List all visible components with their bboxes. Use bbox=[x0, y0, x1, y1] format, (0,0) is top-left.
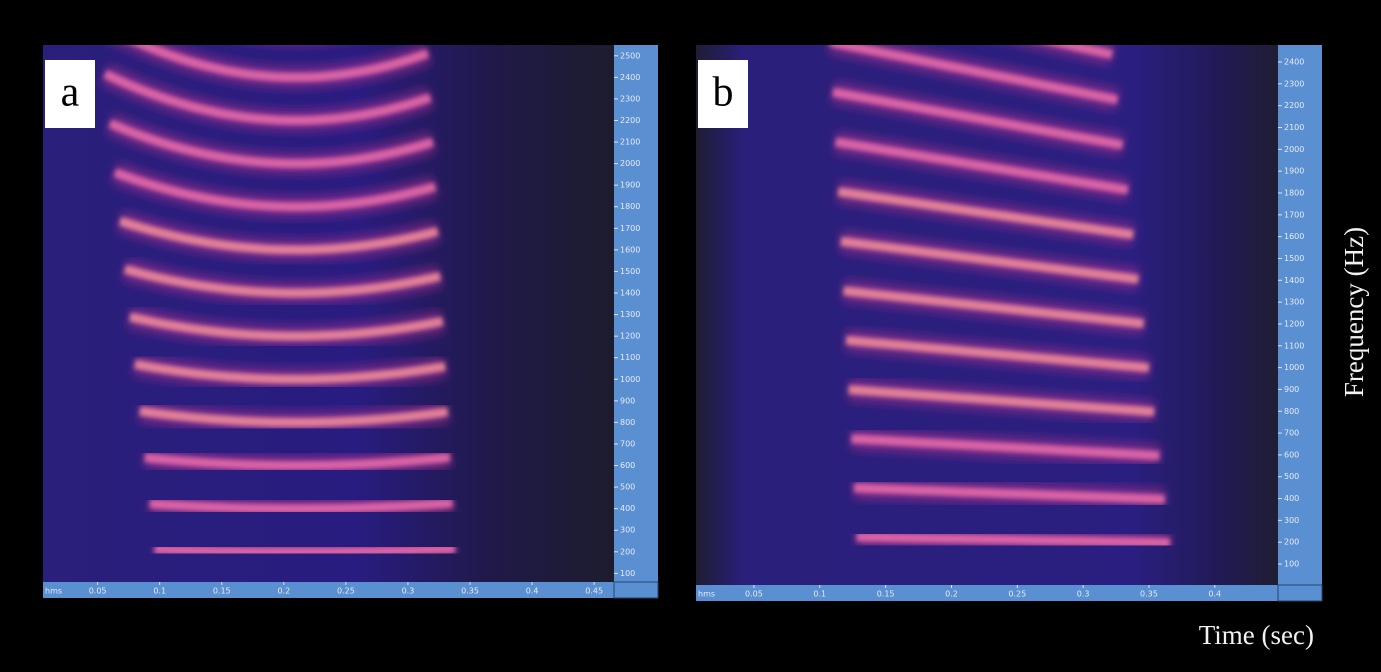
y-tick-label: 1400 bbox=[620, 289, 640, 298]
y-tick-label: 2200 bbox=[620, 116, 640, 125]
y-tick-label: 1700 bbox=[620, 224, 640, 233]
y-tick-label: 1600 bbox=[1284, 232, 1304, 241]
y-tick-label: 500 bbox=[620, 483, 635, 492]
y-tick-label: 600 bbox=[1284, 450, 1299, 459]
y-axis-label: Frequency (Hz) bbox=[1339, 227, 1369, 397]
y-tick-label: 2400 bbox=[1284, 58, 1304, 67]
y-tick-label: 1300 bbox=[620, 310, 640, 319]
spectrogram-panel: hms 0.05 0.1 0.15 0.2 0.25 0.3 0.35 0.4 0.45 100 20… bbox=[43, 0, 658, 598]
x-tick-label: 0.3 bbox=[402, 587, 415, 596]
harmonic-glow bbox=[825, 0, 1107, 9]
harmonic-band bbox=[155, 549, 455, 552]
x-tick-label: 0.45 bbox=[585, 587, 603, 596]
x-tick-label: 0.35 bbox=[461, 587, 479, 596]
x-unit-label: hms bbox=[698, 590, 715, 599]
x-axis-label: Time (sec) bbox=[1199, 620, 1314, 650]
y-tick-label: 100 bbox=[620, 569, 635, 578]
x-tick-label: 0.4 bbox=[1208, 590, 1221, 599]
y-tick-label: 2100 bbox=[1284, 123, 1304, 132]
y-tick-label: 200 bbox=[1284, 538, 1299, 547]
y-tick-label: 1900 bbox=[620, 181, 640, 190]
x-unit-label: hms bbox=[45, 587, 62, 596]
y-tick-label: 1400 bbox=[1284, 276, 1304, 285]
y-tick-label: 1500 bbox=[1284, 254, 1304, 263]
y-tick-label: 1300 bbox=[1284, 298, 1304, 307]
y-tick-label: 2300 bbox=[620, 94, 640, 103]
y-tick-label: 1100 bbox=[620, 353, 640, 362]
corner-box bbox=[1278, 585, 1322, 601]
figure: Frequency (Hz) Time (sec) hms0.050.10.15… bbox=[0, 0, 1381, 672]
y-tick-label: 700 bbox=[620, 439, 635, 448]
panel-label: b bbox=[713, 70, 734, 116]
y-tick-label: 300 bbox=[620, 526, 635, 535]
y-tick-label: 800 bbox=[620, 418, 635, 427]
y-tick-label: 1000 bbox=[1284, 363, 1304, 372]
x-scale-bar bbox=[696, 585, 1278, 601]
panel-label: a bbox=[61, 70, 80, 116]
x-tick-label: 0.25 bbox=[337, 587, 355, 596]
y-tick-label: 1600 bbox=[620, 245, 640, 254]
x-tick-label: 0.1 bbox=[813, 590, 826, 599]
x-tick-label: 0.05 bbox=[89, 587, 107, 596]
y-tick-label: 600 bbox=[620, 461, 635, 470]
y-tick-label: 100 bbox=[1284, 560, 1299, 569]
y-tick-label: 2100 bbox=[620, 138, 640, 147]
y-tick-label: 2300 bbox=[1284, 79, 1304, 88]
y-tick-label: 400 bbox=[620, 504, 635, 513]
harmonic-band bbox=[95, 0, 425, 34]
harmonic-band bbox=[857, 537, 1170, 543]
harmonic-band bbox=[825, 0, 1107, 9]
y-tick-label: 2000 bbox=[620, 159, 640, 168]
y-tick-label: 1500 bbox=[620, 267, 640, 276]
spectrogram-panel: hms 0.05 0.1 0.15 0.2 0.25 0.3 0.35 0.4 100 200 300… bbox=[696, 0, 1322, 601]
y-tick-label: 1800 bbox=[620, 202, 640, 211]
harmonic-glow bbox=[95, 0, 425, 34]
y-tick-label: 500 bbox=[1284, 472, 1299, 481]
y-tick-label: 1000 bbox=[620, 375, 640, 384]
x-tick-label: 0.15 bbox=[213, 587, 231, 596]
corner-box bbox=[614, 582, 658, 598]
x-tick-label: 0.2 bbox=[277, 587, 290, 596]
y-tick-label: 2200 bbox=[1284, 101, 1304, 110]
x-tick-label: 0.2 bbox=[945, 590, 958, 599]
y-tick-label: 1900 bbox=[1284, 167, 1304, 176]
y-tick-label: 700 bbox=[1284, 429, 1299, 438]
y-tick-label: 1100 bbox=[1284, 341, 1304, 350]
y-tick-label: 1700 bbox=[1284, 210, 1304, 219]
x-tick-label: 0.25 bbox=[1008, 590, 1026, 599]
x-tick-label: 0.35 bbox=[1140, 590, 1158, 599]
x-tick-label: 0.4 bbox=[526, 587, 539, 596]
y-tick-label: 200 bbox=[620, 547, 635, 556]
y-tick-label: 1200 bbox=[1284, 319, 1304, 328]
y-tick-label: 900 bbox=[1284, 385, 1299, 394]
y-tick-label: 2500 bbox=[620, 51, 640, 60]
x-tick-label: 0.3 bbox=[1077, 590, 1090, 599]
y-tick-label: 1800 bbox=[1284, 188, 1304, 197]
x-tick-label: 0.05 bbox=[745, 590, 763, 599]
y-tick-label: 300 bbox=[1284, 516, 1299, 525]
y-tick-label: 900 bbox=[620, 396, 635, 405]
x-tick-label: 0.1 bbox=[153, 587, 166, 596]
y-tick-label: 1200 bbox=[620, 332, 640, 341]
y-tick-label: 400 bbox=[1284, 494, 1299, 503]
x-tick-label: 0.15 bbox=[877, 590, 895, 599]
y-tick-label: 2400 bbox=[620, 73, 640, 82]
y-tick-label: 800 bbox=[1284, 407, 1299, 416]
y-tick-label: 2000 bbox=[1284, 145, 1304, 154]
